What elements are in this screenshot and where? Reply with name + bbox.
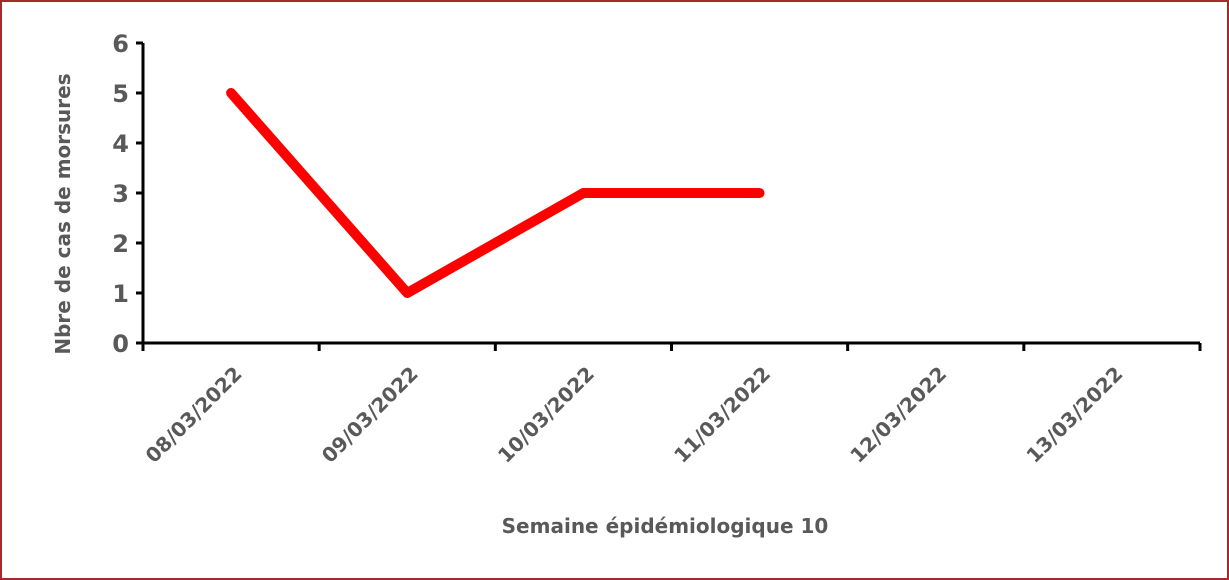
y-tick-label: 6 <box>112 30 129 58</box>
x-axis-title: Semaine épidémiologique 10 <box>502 514 829 538</box>
y-tick-label: 0 <box>112 330 129 358</box>
y-tick-label: 3 <box>112 180 129 208</box>
y-tick-label: 1 <box>112 280 129 308</box>
y-axis-title: Nbre de cas de morsures <box>51 73 75 354</box>
data-line <box>226 88 765 298</box>
y-tick-label: 4 <box>112 130 129 158</box>
y-tick-label: 5 <box>112 80 129 108</box>
y-tick-label: 2 <box>112 230 129 258</box>
